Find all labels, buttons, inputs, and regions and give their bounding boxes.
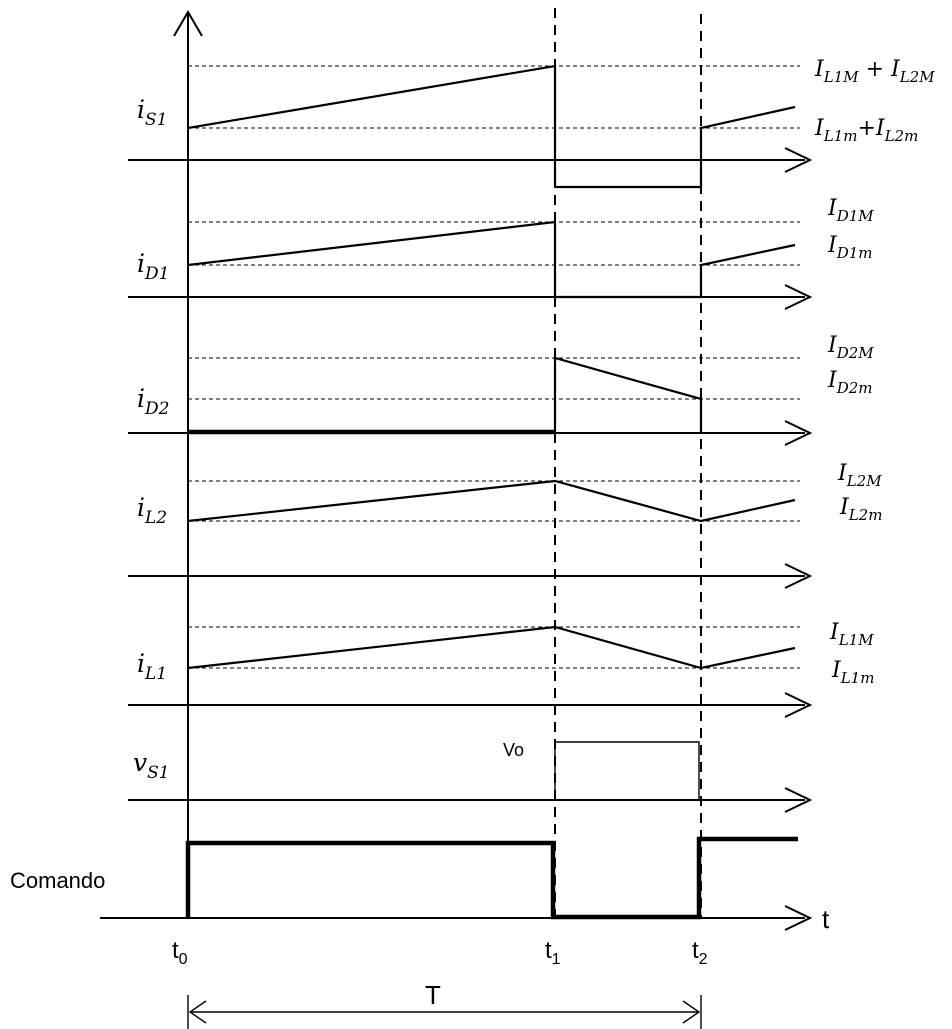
is1-waveform bbox=[187, 64, 796, 189]
id2-waveform-group bbox=[128, 356, 813, 446]
comando-waveform bbox=[185, 836, 798, 920]
id2-waveform bbox=[553, 356, 703, 432]
id1-waveform bbox=[187, 220, 796, 299]
il1-label: iL1 bbox=[137, 649, 167, 684]
id1-axis-arrow bbox=[784, 284, 813, 310]
comando-label: Comando bbox=[10, 868, 105, 893]
period-right-arrowhead bbox=[682, 1000, 701, 1024]
id1-min-label: ID1m bbox=[827, 233, 873, 262]
id2-axis-arrow bbox=[784, 420, 813, 446]
is1-waveform-group bbox=[128, 64, 813, 189]
il2-max-label: IL2M bbox=[837, 461, 882, 490]
t2-label: t2 bbox=[692, 937, 708, 968]
is1-label: iS1 bbox=[137, 95, 167, 130]
is1-min-label: IL1m+IL2m bbox=[814, 116, 918, 145]
il1-waveform-group bbox=[128, 625, 813, 718]
id1-max-label: ID1M bbox=[827, 196, 874, 225]
vo-label: Vo bbox=[503, 740, 524, 760]
vs1-axis-arrow bbox=[784, 787, 813, 813]
t-axis-label: t bbox=[822, 904, 830, 934]
period-indicator bbox=[187, 995, 702, 1029]
period-left-arrowhead bbox=[188, 1000, 207, 1024]
vertical-axis-arrow bbox=[173, 10, 203, 37]
is1-axis-arrow bbox=[784, 147, 813, 173]
id2-label: iD2 bbox=[137, 384, 169, 419]
id1-waveform-group bbox=[128, 220, 813, 310]
vs1-waveform-group bbox=[128, 741, 813, 813]
period-label: T bbox=[425, 980, 441, 1010]
id2-max-label: ID2M bbox=[827, 333, 874, 362]
comando-axis-arrow bbox=[784, 905, 813, 931]
il2-min-label: IL2m bbox=[839, 495, 882, 524]
t0-label: t0 bbox=[172, 937, 188, 968]
t1-label: t1 bbox=[545, 937, 561, 968]
il1-max-label: IL1M bbox=[829, 620, 874, 649]
is1-max-label: IL1M + IL2M bbox=[814, 57, 935, 86]
comando-waveform-group bbox=[100, 836, 813, 931]
il2-label: iL2 bbox=[137, 493, 167, 528]
il2-waveform bbox=[187, 479, 796, 523]
vs1-waveform bbox=[554, 741, 700, 800]
il1-waveform bbox=[187, 625, 796, 670]
il2-waveform-group bbox=[128, 479, 813, 589]
il1-min-label: IL1m bbox=[831, 658, 874, 687]
id1-label: iD1 bbox=[137, 249, 169, 284]
il2-axis-arrow bbox=[784, 563, 813, 589]
il1-axis-arrow bbox=[784, 692, 813, 718]
vs1-label: vS1 bbox=[133, 748, 170, 783]
id2-min-label: ID2m bbox=[827, 368, 873, 397]
